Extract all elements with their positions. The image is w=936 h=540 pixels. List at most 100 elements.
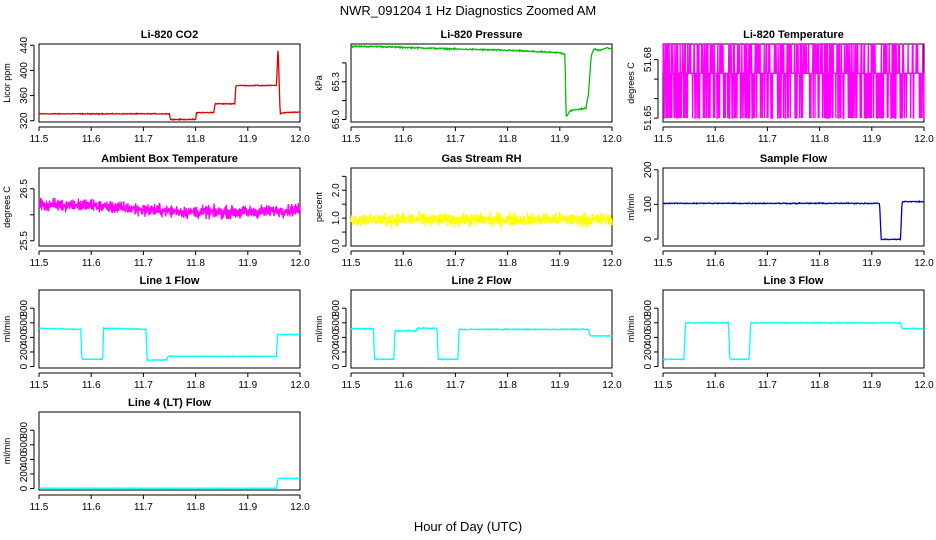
panel-1-frame xyxy=(38,43,301,123)
panel-10-x-tick-label: 11.6 xyxy=(82,502,101,513)
panel-8-y-tick-label: 400 xyxy=(331,329,342,346)
panel-4-x-tick-label: 11.7 xyxy=(134,258,153,269)
panel-1-y-tick-label: 400 xyxy=(19,62,30,79)
panel-3-x-tick-label: 11.6 xyxy=(706,134,725,145)
panel-5-frame xyxy=(350,167,613,247)
panel-1-x-tick-label: 11.7 xyxy=(134,134,153,145)
panel-2-x-tick-label: 12.0 xyxy=(602,134,622,145)
panel-9: Line 3 Flow ml/min 11.5 11.6 11.7 11.8 11.9 12.… xyxy=(626,275,934,391)
panel-6-x-tick-label: 11.7 xyxy=(758,258,777,269)
panel-7-y-tick-label: 0 xyxy=(19,363,30,369)
panel-6-x-tick-label: 12.0 xyxy=(914,258,934,269)
panel-7-series-line xyxy=(38,326,301,362)
panel-5-x-tick-label: 11.5 xyxy=(342,258,361,269)
panel-2-x-tick-label: 11.9 xyxy=(550,134,569,145)
panel-6-frame xyxy=(662,167,925,247)
panel-5-x-tick-label: 11.7 xyxy=(446,258,465,269)
panel-9-frame xyxy=(662,289,925,369)
panel-8-x-tick-label: 11.7 xyxy=(446,380,465,391)
panel-5-x-tick-label: 11.9 xyxy=(550,258,569,269)
panel-4-ylabel: degrees C xyxy=(2,186,12,228)
panel-7-x-tick-label: 11.8 xyxy=(186,380,205,391)
panel-9-x-tick-label: 11.5 xyxy=(654,380,673,391)
panel-7-x-tick-label: 11.5 xyxy=(30,380,49,391)
panel-7-y-tick-label: 800 xyxy=(19,299,30,316)
panel-2-y-tick-label: 65.0 xyxy=(331,109,342,129)
panel-2-y-tick-label: 65.3 xyxy=(331,72,342,92)
panel-8-x-tick-label: 12.0 xyxy=(602,380,622,391)
panel-3-x-tick-label: 12.0 xyxy=(914,134,934,145)
panel-8-y-tick-label: 200 xyxy=(331,343,342,360)
panel-3-y-tick-label: 51.68 xyxy=(643,47,654,72)
panel-2-x-tick-label: 11.8 xyxy=(498,134,517,145)
panel-7: Line 1 Flow ml/min 11.5 11.6 11.7 11.8 11.9 12.… xyxy=(2,275,310,391)
panel-10-x-tick-label: 11.7 xyxy=(134,502,153,513)
panel-3-x-tick-label: 11.7 xyxy=(758,134,777,145)
panel-10-y-tick-label: 600 xyxy=(19,436,30,453)
panel-9-y-tick-label: 800 xyxy=(643,299,654,316)
panel-4-x-tick-label: 11.8 xyxy=(186,258,205,269)
panel-4-y-tick-label: 25.5 xyxy=(19,231,30,251)
panel-8-x-tick-label: 11.6 xyxy=(394,380,413,391)
panel-4-x-tick-label: 11.5 xyxy=(30,258,49,269)
panel-10-frame xyxy=(38,411,301,491)
panel-10: Line 4 (LT) Flow ml/min 11.5 11.6 11.7 11.8 11… xyxy=(2,397,310,513)
panel-1-y-tick-label: 440 xyxy=(19,36,30,53)
panel-3: Li-820 Temperature degrees C 11.5 11.6 11.7 1… xyxy=(626,29,934,145)
panel-4-x-tick-label: 11.6 xyxy=(82,258,101,269)
panel-7-x-tick-label: 11.7 xyxy=(134,380,153,391)
panel-9-x-tick-label: 11.7 xyxy=(758,380,777,391)
panel-2: Li-820 Pressure kPa 11.5 11.6 11.7 11.8 11.9 12… xyxy=(314,29,622,145)
panel-9-x-tick-label: 12.0 xyxy=(914,380,934,391)
panel-1-x-tick-label: 11.9 xyxy=(238,134,257,145)
panel-8-series-line xyxy=(350,326,613,361)
panel-4-y-tick-label: 26.5 xyxy=(19,179,30,199)
panel-6-ylabel: ml/min xyxy=(626,194,636,221)
panel-2-frame xyxy=(350,43,613,123)
panel-4-title: Ambient Box Temperature xyxy=(101,153,238,165)
panel-6-title: Sample Flow xyxy=(760,153,828,165)
panel-7-frame xyxy=(38,289,301,369)
panel-7-title: Line 1 Flow xyxy=(140,275,200,287)
panel-1-x-tick-label: 11.5 xyxy=(30,134,49,145)
panel-4-x-tick-label: 11.9 xyxy=(238,258,257,269)
panel-5-y-tick-label: 2.0 xyxy=(331,183,342,197)
panel-5-y-tick-label: 0.0 xyxy=(331,239,342,253)
panel-3-x-tick-label: 11.9 xyxy=(862,134,881,145)
panel-9-x-tick-label: 11.8 xyxy=(810,380,829,391)
panel-2-x-tick-label: 11.5 xyxy=(342,134,361,145)
panel-8-x-tick-label: 11.8 xyxy=(498,380,517,391)
panel-7-ylabel: ml/min xyxy=(2,316,12,343)
panel-1-x-tick-label: 11.6 xyxy=(82,134,101,145)
panel-2-series-line xyxy=(350,44,613,117)
panel-6-x-tick-label: 11.8 xyxy=(810,258,829,269)
panel-1: Li-820 CO2 Licor ppm 11.5 11.6 11.7 11.8 11.9 1… xyxy=(2,29,310,145)
panel-3-y-tick-label: 51.65 xyxy=(643,105,654,130)
panel-4: Ambient Box Temperature degrees C 11.5 11.6… xyxy=(2,153,310,269)
panel-6-x-tick-label: 11.9 xyxy=(862,258,881,269)
panel-3-series-line xyxy=(662,43,925,119)
panel-8-y-tick-label: 0 xyxy=(331,363,342,369)
panel-10-x-tick-label: 11.9 xyxy=(238,502,257,513)
panel-9-x-tick-label: 11.9 xyxy=(862,380,881,391)
panel-6-y-tick-label: 100 xyxy=(643,196,654,213)
panel-2-ylabel: kPa xyxy=(314,75,324,91)
panel-4-series-line xyxy=(38,197,301,220)
panel-7-x-tick-label: 12.0 xyxy=(290,380,310,391)
panel-10-title: Line 4 (LT) Flow xyxy=(128,397,211,409)
panel-2-x-tick-label: 11.6 xyxy=(394,134,413,145)
panel-6-y-tick-label: 200 xyxy=(643,161,654,178)
panel-10-x-tick-label: 11.5 xyxy=(30,502,49,513)
panel-10-series-line xyxy=(38,477,301,490)
panel-5-y-tick-label: 1.0 xyxy=(331,211,342,225)
panel-10-x-tick-label: 11.8 xyxy=(186,502,205,513)
panel-9-title: Line 3 Flow xyxy=(764,275,824,287)
panel-3-title: Li-820 Temperature xyxy=(743,29,844,41)
panel-2-x-tick-label: 11.7 xyxy=(446,134,465,145)
panel-7-y-tick-label: 200 xyxy=(19,343,30,360)
panel-1-y-tick-label: 320 xyxy=(19,112,30,129)
panel-6: Sample Flow ml/min 11.5 11.6 11.7 11.8 11.9 12.… xyxy=(626,153,934,269)
panel-8-title: Line 2 Flow xyxy=(452,275,512,287)
panel-9-y-tick-label: 400 xyxy=(643,329,654,346)
